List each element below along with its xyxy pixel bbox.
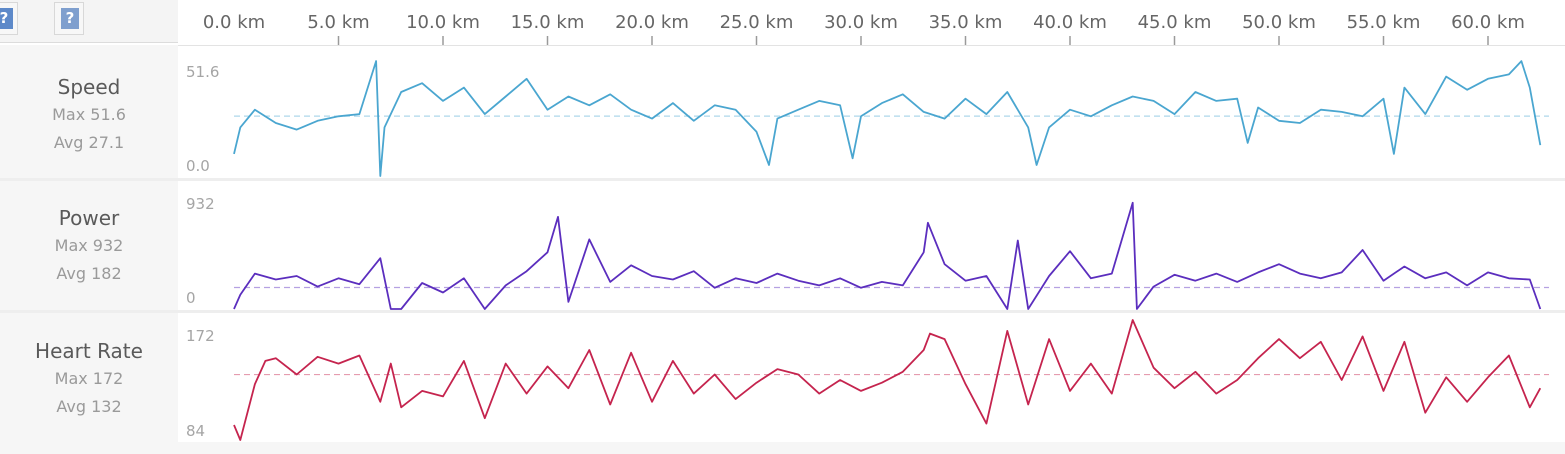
heart-rate-max: Max 172 — [54, 369, 124, 388]
power-chart: 932 0 — [186, 195, 1549, 310]
heart-rate-avg: Avg 132 — [56, 397, 122, 416]
heart-rate-series-line — [233, 319, 1542, 441]
distance-axis-header — [178, 0, 1565, 46]
x-tick-label: 40.0 km — [1033, 12, 1107, 33]
speed-title: Speed — [57, 75, 121, 99]
x-tick-label: 60.0 km — [1451, 12, 1525, 33]
y-max-tick: 172 — [186, 327, 215, 345]
x-tick-label: 0.0 km — [203, 12, 265, 33]
row-divider — [0, 310, 1565, 313]
power-chart-area[interactable] — [178, 181, 1565, 310]
help-icon: ? — [0, 8, 13, 29]
x-tick-label: 30.0 km — [824, 12, 898, 33]
speed-chart: 51.6 0.0 — [186, 60, 1549, 177]
x-tick-label: 35.0 km — [929, 12, 1003, 33]
x-tick-label: 50.0 km — [1242, 12, 1316, 33]
heart-rate-label-panel: Heart Rate Max 172 Avg 132 — [0, 312, 178, 442]
y-max-tick: 932 — [186, 195, 215, 213]
x-tick-label: 10.0 km — [406, 12, 480, 33]
speed-series-line — [233, 60, 1542, 177]
x-tick-label: 25.0 km — [720, 12, 794, 33]
x-tick-label: 15.0 km — [511, 12, 585, 33]
power-avg: Avg 182 — [56, 264, 122, 283]
power-max: Max 932 — [54, 236, 124, 255]
speed-label-panel: Speed Max 51.6 Avg 27.1 — [0, 45, 178, 178]
speed-max: Max 51.6 — [52, 105, 126, 124]
heart-rate-chart: 172 84 — [186, 319, 1549, 441]
heart-rate-title: Heart Rate — [35, 339, 143, 363]
chart-toolbar: ? ? — [0, 0, 178, 43]
y-min-tick: 84 — [186, 422, 205, 440]
bottom-strip — [0, 442, 1565, 454]
power-title: Power — [58, 206, 120, 230]
row-divider — [0, 178, 1565, 181]
heart-rate-chart-area[interactable] — [178, 313, 1565, 442]
help-button[interactable]: ? — [0, 2, 18, 35]
power-label-panel: Power Max 932 Avg 182 — [0, 180, 178, 310]
x-tick-label: 45.0 km — [1138, 12, 1212, 33]
power-series-line — [233, 201, 1542, 310]
y-min-tick: 0.0 — [186, 157, 210, 175]
x-axis: 0.0 km 5.0 km 10.0 km 15.0 km 20.0 km 25.0 km… — [203, 12, 1525, 45]
speed-avg: Avg 27.1 — [53, 133, 125, 152]
y-min-tick: 0 — [186, 289, 196, 307]
chart-rows: 51.6 0.0 932 0 172 84 — [186, 60, 1549, 441]
x-tick-label: 55.0 km — [1347, 12, 1421, 33]
speed-chart-area[interactable] — [178, 46, 1565, 178]
x-tick-label: 20.0 km — [615, 12, 689, 33]
x-tick-label: 5.0 km — [307, 12, 369, 33]
y-max-tick: 51.6 — [186, 63, 219, 81]
help-button-2[interactable]: ? — [54, 2, 84, 35]
help-icon: ? — [61, 8, 79, 29]
